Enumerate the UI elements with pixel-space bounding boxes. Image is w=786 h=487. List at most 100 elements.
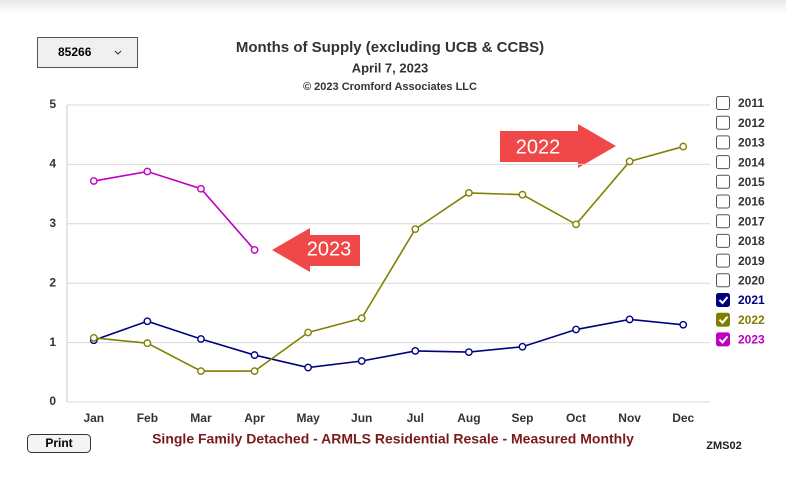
legend-label[interactable]: 2017 xyxy=(738,214,765,228)
data-point xyxy=(250,246,259,254)
x-tick-label: Mar xyxy=(190,411,212,425)
data-point xyxy=(250,351,259,359)
legend-label[interactable]: 2016 xyxy=(738,195,765,209)
data-point xyxy=(518,342,527,351)
series-line xyxy=(93,145,684,372)
data-point xyxy=(464,189,473,197)
data-point xyxy=(679,142,688,151)
y-tick-label: 1 xyxy=(49,335,56,349)
data-point xyxy=(250,367,259,376)
legend-item[interactable]: 2022 xyxy=(716,312,766,327)
chart-code: ZMS02 xyxy=(706,440,741,452)
data-point xyxy=(197,367,205,376)
legend-check xyxy=(718,335,729,344)
legend-item[interactable]: 2021 xyxy=(716,293,766,307)
data-point xyxy=(625,315,634,324)
data-point xyxy=(143,167,152,176)
data-point xyxy=(464,348,473,357)
legend-item[interactable]: 2019 xyxy=(716,253,766,268)
legend-item[interactable]: 2012 xyxy=(716,115,766,130)
x-tick-label: Dec xyxy=(672,411,694,425)
chart-title: Months of Supply (excluding UCB & CCBS) xyxy=(236,39,544,56)
legend-checkbox[interactable] xyxy=(716,332,730,347)
legend-item[interactable]: 2014 xyxy=(716,155,766,170)
data-point xyxy=(143,339,152,348)
data-point xyxy=(411,225,420,234)
legend-item[interactable]: 2016 xyxy=(716,194,766,209)
legend-checkbox[interactable] xyxy=(716,96,730,110)
data-point xyxy=(625,157,634,166)
button-box[interactable] xyxy=(27,434,91,453)
legend-label[interactable]: 2013 xyxy=(738,136,765,150)
data-point xyxy=(304,363,313,372)
legend-label[interactable]: 2011 xyxy=(738,96,764,110)
legend-label[interactable]: 2019 xyxy=(738,254,765,268)
y-tick-label: 5 xyxy=(49,97,56,111)
chart-copyright: © 2023 Cromford Associates LLC xyxy=(303,81,477,93)
x-tick-label: Aug xyxy=(457,411,480,425)
dropdown-value[interactable]: 85266 xyxy=(58,45,92,59)
legend-label[interactable]: 2023 xyxy=(738,333,765,347)
x-tick-label: Apr xyxy=(244,411,265,425)
chart-footer: Single Family Detached - ARMLS Residenti… xyxy=(152,431,634,447)
data-point xyxy=(304,328,313,337)
x-tick-label: Feb xyxy=(137,411,158,425)
data-point xyxy=(411,347,420,355)
legend-checkbox[interactable] xyxy=(716,194,730,209)
legend-item[interactable]: 2011 xyxy=(716,96,765,110)
data-point xyxy=(518,190,527,199)
legend-label[interactable]: 2014 xyxy=(738,155,765,169)
legend-check xyxy=(718,296,729,305)
data-point xyxy=(572,220,580,229)
y-tick-label: 2 xyxy=(49,275,56,289)
top-bar xyxy=(0,0,786,14)
dropdown-box[interactable] xyxy=(37,37,138,68)
series-line xyxy=(93,170,256,251)
dropdown-caret xyxy=(114,50,122,55)
legend-label[interactable]: 2018 xyxy=(738,234,765,248)
legend-checkbox[interactable] xyxy=(716,135,730,150)
legend-label[interactable]: 2015 xyxy=(738,175,765,189)
legend-item[interactable]: 2020 xyxy=(716,273,766,288)
data-point xyxy=(89,333,98,342)
x-tick-label: Nov xyxy=(618,411,641,425)
x-tick-label: Jun xyxy=(351,411,372,425)
legend-label[interactable]: 2022 xyxy=(738,313,765,327)
legend-checkbox[interactable] xyxy=(716,115,730,130)
annotation-text: 2023 xyxy=(307,238,352,260)
legend-item[interactable]: 2023 xyxy=(716,332,766,347)
legend-label[interactable]: 2020 xyxy=(738,273,765,287)
legend-checkbox[interactable] xyxy=(716,293,730,307)
x-tick-label: Oct xyxy=(566,411,586,425)
print-button[interactable]: Print xyxy=(27,434,91,453)
x-tick-label: May xyxy=(296,411,320,425)
data-point xyxy=(572,325,580,334)
y-tick-label: 0 xyxy=(49,394,56,408)
legend-label[interactable]: 2021 xyxy=(738,293,765,307)
legend-item[interactable]: 2018 xyxy=(716,233,766,248)
legend-item[interactable]: 2017 xyxy=(716,214,766,229)
data-point xyxy=(143,317,152,326)
legend-checkbox[interactable] xyxy=(716,214,730,229)
series-line xyxy=(93,318,684,369)
data-point xyxy=(357,357,366,365)
button-label[interactable]: Print xyxy=(45,436,72,450)
legend-checkbox[interactable] xyxy=(716,233,730,248)
area-dropdown[interactable]: 85266 xyxy=(37,37,138,68)
legend-item[interactable]: 2013 xyxy=(716,135,766,150)
annotation-text: 2022 xyxy=(516,136,561,158)
legend-checkbox[interactable] xyxy=(716,155,730,170)
x-tick-label: Jan xyxy=(83,411,104,425)
legend-checkbox[interactable] xyxy=(716,273,730,288)
legend-label[interactable]: 2012 xyxy=(738,116,765,130)
legend-item[interactable]: 2015 xyxy=(716,174,766,189)
data-point xyxy=(679,320,688,329)
legend-checkbox[interactable] xyxy=(716,312,730,327)
legend-checkbox[interactable] xyxy=(716,174,730,189)
annotation-2022: 2022 xyxy=(500,124,616,168)
legend-check xyxy=(718,316,729,325)
x-tick-label: Jul xyxy=(407,411,424,425)
y-tick-label: 4 xyxy=(49,157,56,171)
legend-checkbox[interactable] xyxy=(716,253,730,268)
